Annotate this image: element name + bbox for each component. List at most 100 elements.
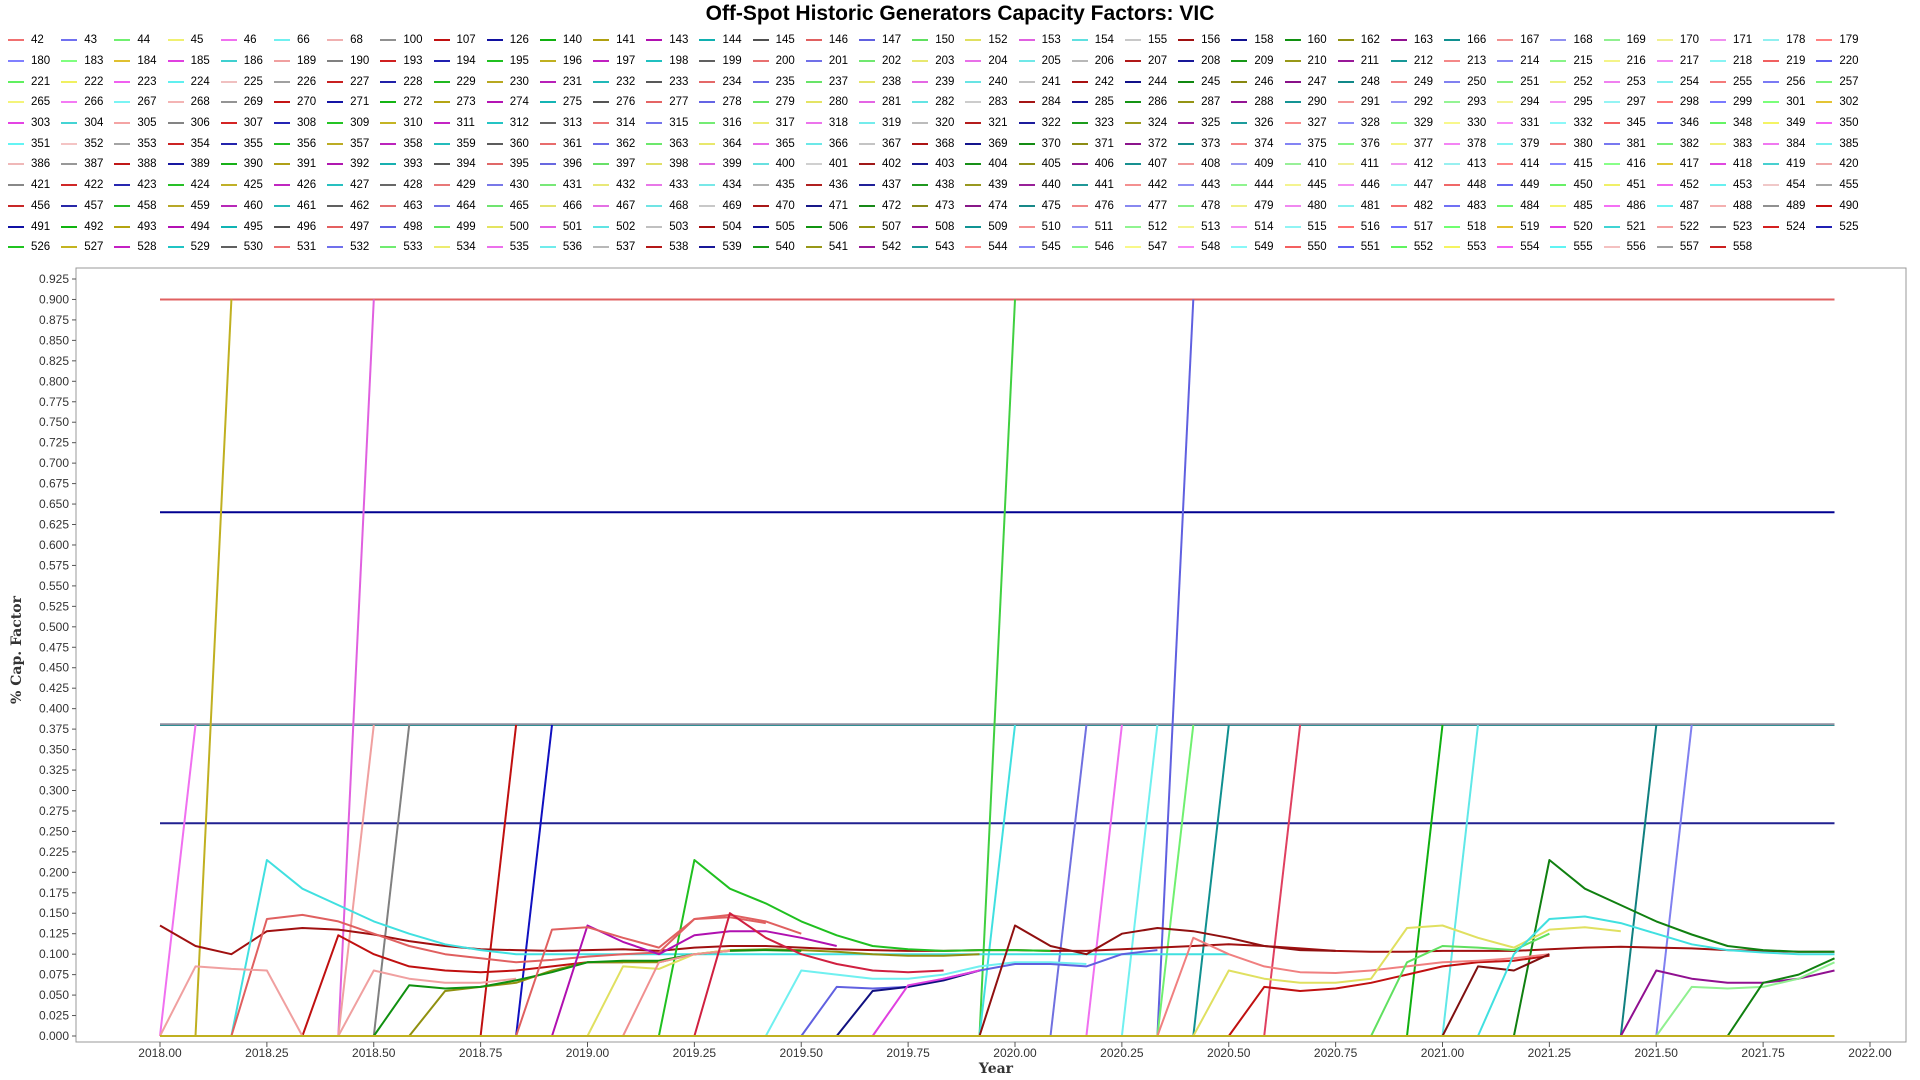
- x-tick-label: 2021.50: [1635, 1046, 1679, 1060]
- legend-label: 362: [616, 137, 636, 150]
- legend-swatch: [1763, 80, 1780, 83]
- legend-swatch: [646, 204, 663, 207]
- legend-label: 311: [456, 117, 475, 130]
- legend-swatch: [1444, 142, 1461, 145]
- legend-swatch: [539, 184, 556, 187]
- legend-item: 442: [1124, 175, 1178, 196]
- legend-swatch: [859, 204, 875, 207]
- legend-label: 206: [1094, 55, 1114, 68]
- legend-label: 400: [775, 158, 795, 171]
- legend-label: 247: [1307, 75, 1327, 88]
- legend-item: 550: [1284, 237, 1338, 258]
- legend-item: 388: [114, 154, 167, 175]
- legend-swatch: [646, 225, 663, 228]
- legend-label: 483: [1467, 199, 1487, 212]
- legend-swatch: [1390, 122, 1407, 125]
- legend-item: 495: [220, 216, 274, 237]
- legend-label: 219: [1786, 55, 1806, 68]
- legend-label: 423: [137, 179, 157, 192]
- legend-item: 267: [114, 92, 167, 113]
- legend-swatch: [805, 80, 822, 83]
- legend-item: 356: [273, 133, 327, 154]
- legend-item: 433: [646, 175, 699, 196]
- legend-item: 484: [1497, 196, 1550, 217]
- legend-label: 549: [1254, 241, 1274, 254]
- legend-label: 301: [1786, 96, 1806, 109]
- legend-label: 287: [1201, 96, 1221, 109]
- series-line: [978, 724, 1016, 1037]
- legend-item: 299: [1710, 92, 1763, 113]
- legend-label: 388: [137, 158, 157, 171]
- legend-label: 268: [190, 96, 210, 109]
- x-tick-label: 2019.75: [886, 1046, 930, 1060]
- legend-label: 66: [296, 34, 310, 47]
- legend-label: 288: [1254, 96, 1274, 109]
- legend-label: 445: [1307, 179, 1327, 192]
- legend-label: 363: [669, 137, 689, 150]
- legend-label: 542: [882, 241, 902, 254]
- legend-label: 524: [1786, 220, 1806, 233]
- legend-swatch: [912, 101, 929, 104]
- legend-swatch: [1071, 101, 1088, 104]
- legend-item: 178: [1763, 30, 1816, 51]
- x-tick-label: 2018.50: [352, 1046, 396, 1060]
- legend-label: 240: [988, 75, 1008, 88]
- legend-item: 224: [167, 71, 221, 92]
- legend-label: 228: [403, 75, 423, 88]
- legend-label: 158: [1254, 34, 1274, 47]
- legend-swatch: [912, 60, 929, 63]
- legend-label: 491: [31, 220, 51, 233]
- legend-swatch: [1444, 101, 1461, 104]
- legend-swatch: [1710, 204, 1726, 207]
- legend-label: 452: [1679, 179, 1699, 192]
- legend-swatch: [1178, 163, 1195, 166]
- legend-item: 432: [593, 175, 646, 196]
- legend-label: 499: [456, 220, 476, 233]
- legend-item: 462: [327, 196, 380, 217]
- legend-item: 505: [752, 216, 806, 237]
- legend-swatch: [1018, 184, 1035, 187]
- legend-item: 477: [1124, 196, 1178, 217]
- legend-swatch: [1763, 122, 1780, 125]
- legend-item: 500: [486, 216, 540, 237]
- legend-swatch: [1550, 60, 1567, 63]
- legend-swatch: [327, 163, 344, 166]
- legend-item: 456: [8, 196, 61, 217]
- legend-label: 541: [828, 241, 848, 254]
- legend-item: 250: [1444, 71, 1497, 92]
- legend-label: 458: [137, 199, 157, 212]
- legend-swatch: [805, 163, 822, 166]
- legend-label: 466: [562, 199, 583, 212]
- legend-swatch: [1710, 60, 1726, 63]
- legend-swatch: [1231, 204, 1248, 207]
- legend-item: 239: [912, 71, 965, 92]
- legend-item: 346: [1656, 113, 1710, 134]
- legend-label: 498: [403, 220, 423, 233]
- legend-swatch: [1284, 184, 1301, 187]
- legend-label: 515: [1307, 220, 1327, 233]
- legend-swatch: [486, 101, 503, 104]
- legend-swatch: [965, 142, 982, 145]
- legend-label: 179: [1839, 34, 1859, 47]
- legend-swatch: [1390, 246, 1407, 249]
- legend-item: 466: [539, 196, 593, 217]
- legend-swatch: [486, 225, 503, 228]
- legend-label: 513: [1201, 220, 1221, 233]
- legend-item: 272: [380, 92, 433, 113]
- legend-swatch: [1284, 142, 1301, 145]
- legend-swatch: [327, 184, 344, 187]
- legend-item: 528: [114, 237, 167, 258]
- legend-label: 406: [1094, 158, 1114, 171]
- legend-item: 285: [1071, 92, 1125, 113]
- legend-label: 320: [935, 117, 955, 130]
- legend-swatch: [1656, 204, 1673, 207]
- legend-item: 377: [1390, 133, 1444, 154]
- x-tick-label: 2018.75: [459, 1046, 503, 1060]
- legend-label: 552: [1413, 241, 1434, 254]
- legend-swatch: [327, 122, 344, 125]
- legend-item: 542: [859, 237, 912, 258]
- legend-item: 68: [327, 30, 380, 51]
- legend-label: 461: [296, 199, 317, 212]
- legend-item: 461: [273, 196, 327, 217]
- legend-label: 184: [137, 55, 157, 68]
